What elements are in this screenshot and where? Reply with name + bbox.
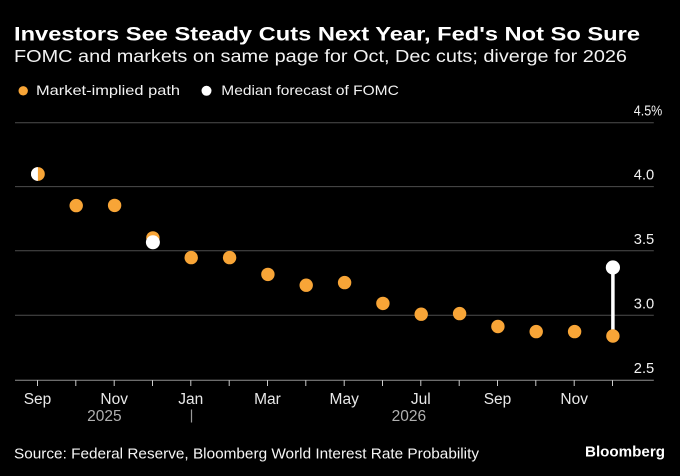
svg-text:Market-implied path: Market-implied path: [36, 82, 180, 98]
svg-text:Source: Federal Reserve, Bloom: Source: Federal Reserve, Bloomberg World…: [14, 447, 480, 463]
svg-text:Sep: Sep: [484, 391, 512, 408]
svg-text:Nov: Nov: [100, 391, 128, 408]
svg-text:FOMC and markets on same page: FOMC and markets on same page for Oct, D…: [14, 46, 627, 66]
svg-text:May: May: [330, 391, 360, 408]
svg-text:3.0: 3.0: [634, 296, 654, 312]
svg-text:Sep: Sep: [24, 391, 52, 408]
svg-text:Jul: Jul: [411, 391, 431, 408]
svg-text:2025: 2025: [87, 408, 121, 425]
svg-text:Jan: Jan: [178, 391, 203, 408]
svg-text:Mar: Mar: [254, 391, 281, 408]
svg-text:Investors See Steady Cuts Next: Investors See Steady Cuts Next Year, Fed…: [14, 24, 640, 45]
svg-text:4.0: 4.0: [634, 168, 654, 184]
svg-text:2.5: 2.5: [634, 361, 654, 377]
svg-text:4.5%: 4.5%: [634, 104, 663, 120]
svg-text:Bloomberg: Bloomberg: [585, 444, 665, 461]
svg-text:Nov: Nov: [560, 391, 588, 408]
svg-text:2026: 2026: [392, 408, 426, 425]
svg-text:Median forecast of FOMC: Median forecast of FOMC: [221, 82, 398, 98]
svg-text:3.5: 3.5: [634, 232, 654, 248]
